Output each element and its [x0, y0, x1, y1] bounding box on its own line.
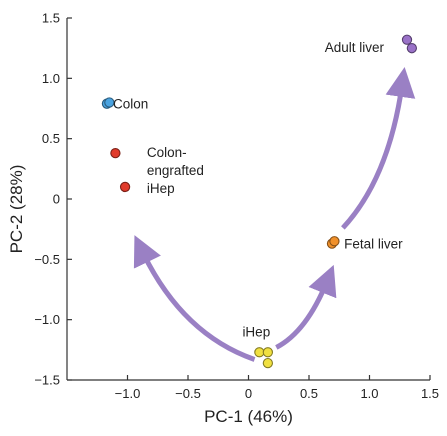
y-tick-label: −0.5: [34, 252, 60, 267]
data-point: [401, 34, 413, 45]
data-point: [262, 357, 274, 369]
transition-arrow: [341, 67, 416, 230]
point-label: iHep: [147, 181, 175, 196]
axes-layer: −1.0 −0.5 0 0.5 1.0 1.5 1.5 1.0 0.5 0 −0.5 −1.0 −1.5: [34, 11, 439, 402]
y-axis-title: PC-2 (28%): [7, 165, 26, 254]
data-point: [329, 236, 340, 247]
y-tick-label: 0: [53, 192, 60, 207]
data-point: [406, 43, 417, 54]
point-label: engrafted: [147, 163, 204, 178]
point-label: Fetal liver: [344, 237, 403, 252]
y-tick-label: −1.5: [34, 373, 60, 388]
point-label: Colon-: [147, 145, 187, 160]
y-tick-label: −1.0: [34, 312, 60, 327]
x-tick-label: −1.0: [115, 386, 141, 401]
data-point: [254, 347, 265, 358]
points-layer: [101, 34, 417, 369]
transition-arrow: [133, 235, 256, 362]
x-tick-label: 0: [245, 386, 252, 401]
point-label: Adult liver: [325, 40, 385, 55]
data-point: [104, 97, 115, 108]
labels-layer: Colon Colon-engrafted iHep iHep Fetal liver A…: [113, 40, 403, 340]
x-axis-title: PC-1 (46%): [204, 407, 293, 426]
x-tick-label: 1.0: [360, 386, 378, 401]
point-label: Colon: [113, 97, 148, 112]
x-tick-label: 1.5: [421, 386, 439, 401]
y-tick-label: 1.0: [42, 71, 60, 86]
data-point: [119, 181, 131, 193]
point-label: iHep: [242, 325, 270, 340]
arrows-layer: [133, 67, 416, 362]
data-point: [110, 147, 121, 159]
x-tick-label: −0.5: [175, 386, 201, 401]
x-tick-label: 0.5: [300, 386, 318, 401]
data-point: [262, 347, 274, 358]
y-tick-label: 0.5: [42, 131, 60, 146]
transition-arrow: [275, 264, 337, 350]
y-tick-label: 1.5: [42, 11, 60, 26]
